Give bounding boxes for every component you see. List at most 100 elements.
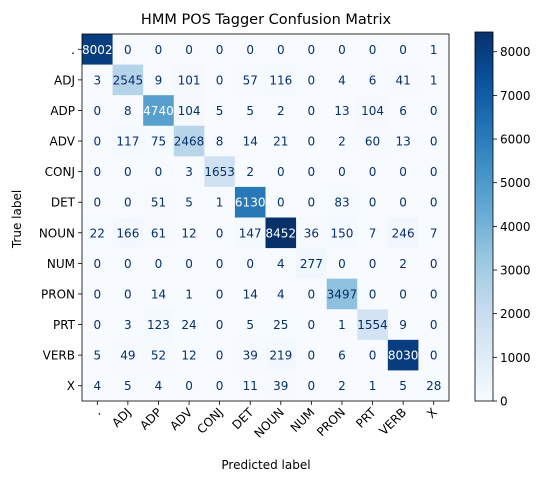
heatmap-cell xyxy=(387,339,419,371)
cell-value-label: 0 xyxy=(155,43,163,57)
heatmap-cell xyxy=(82,217,114,249)
heatmap-cell xyxy=(82,339,114,371)
cell-value-label: 0 xyxy=(430,257,438,271)
heatmap-cell xyxy=(82,370,114,402)
y-tick-label: CONJ xyxy=(45,165,75,179)
cell-value-label: 8 xyxy=(216,135,224,149)
cell-value-label: 0 xyxy=(124,196,132,210)
heatmap-cell xyxy=(265,248,297,280)
heatmap-cell xyxy=(173,248,205,280)
heatmap-cell xyxy=(265,64,297,96)
cell-value-label: 4 xyxy=(93,379,101,393)
cell-value-label: 8 xyxy=(124,104,132,118)
heatmap-cell xyxy=(234,34,266,66)
heatmap-cell xyxy=(112,248,144,280)
heatmap-cell xyxy=(418,34,450,66)
heatmap-cell xyxy=(387,278,419,310)
cell-value-label: 0 xyxy=(430,104,438,118)
heatmap-cell xyxy=(387,217,419,249)
heatmap-cell xyxy=(143,64,175,96)
x-tick-label: NOUN xyxy=(251,405,286,440)
cell-value-label: 0 xyxy=(216,349,224,363)
cell-value-label: 0 xyxy=(338,165,346,179)
heatmap-cell xyxy=(387,309,419,341)
heatmap-cell xyxy=(326,156,358,188)
cell-value-label: 4740 xyxy=(143,104,174,118)
x-tick-label: ADJ xyxy=(109,405,134,430)
cell-value-label: 0 xyxy=(277,196,285,210)
heatmap-cell xyxy=(143,156,175,188)
cell-value-label: 4 xyxy=(155,379,163,393)
heatmap-cell xyxy=(387,64,419,96)
heatmap-cell xyxy=(173,370,205,402)
cell-value-label: 2468 xyxy=(174,135,205,149)
heatmap-cell xyxy=(296,278,328,310)
heatmap-cell xyxy=(326,370,358,402)
heatmap-cell xyxy=(143,125,175,157)
x-tick-label: . xyxy=(91,405,104,418)
heatmap-cell xyxy=(234,156,266,188)
colorbar-tick-label: 4000 xyxy=(500,220,531,234)
heatmap-cell xyxy=(296,34,328,66)
x-tick-label: CONJ xyxy=(194,405,225,436)
heatmap-cell xyxy=(173,339,205,371)
heatmap-cell xyxy=(204,95,236,127)
x-tick-label: DET xyxy=(229,405,256,432)
cell-value-label: 4 xyxy=(277,287,285,301)
cell-value-label: 12 xyxy=(181,349,196,363)
heatmap-cell xyxy=(387,95,419,127)
cell-value-label: 8002 xyxy=(82,43,113,57)
heatmap-cell xyxy=(357,217,389,249)
cell-value-label: 0 xyxy=(338,43,346,57)
heatmap-cell xyxy=(387,370,419,402)
heatmap-cell xyxy=(418,95,450,127)
heatmap-cell xyxy=(234,64,266,96)
cell-value-label: 13 xyxy=(395,135,410,149)
cell-value-label: 0 xyxy=(430,135,438,149)
cell-value-label: 3497 xyxy=(327,287,358,301)
heatmap-cell xyxy=(143,248,175,280)
cell-value-label: 5 xyxy=(185,196,193,210)
cell-value-label: 21 xyxy=(273,135,288,149)
heatmap-cell xyxy=(296,217,328,249)
heatmap-cell xyxy=(173,34,205,66)
heatmap-cell xyxy=(265,217,297,249)
cell-value-label: 2 xyxy=(246,165,254,179)
heatmap-cell xyxy=(296,64,328,96)
heatmap-cell xyxy=(387,248,419,280)
cell-value-label: 1 xyxy=(185,287,193,301)
cell-value-label: 0 xyxy=(93,257,101,271)
heatmap-cell xyxy=(418,217,450,249)
heatmap-cell xyxy=(296,248,328,280)
heatmap-cell xyxy=(326,309,358,341)
y-tick-label: NOUN xyxy=(39,226,75,240)
cell-value-label: 1554 xyxy=(357,318,388,332)
heatmap-cell xyxy=(296,186,328,218)
cell-value-label: 0 xyxy=(399,43,407,57)
heatmap-cell xyxy=(357,156,389,188)
cell-value-label: 0 xyxy=(308,135,316,149)
cell-value-label: 0 xyxy=(124,43,132,57)
cell-value-label: 0 xyxy=(399,196,407,210)
cell-value-label: 0 xyxy=(185,257,193,271)
heatmap-cell xyxy=(112,34,144,66)
heatmap-cell xyxy=(265,186,297,218)
x-tick-label: PRON xyxy=(314,405,348,439)
heatmap-cell xyxy=(143,278,175,310)
heatmap-cell xyxy=(82,278,114,310)
heatmap-cell xyxy=(82,95,114,127)
cell-value-label: 9 xyxy=(399,318,407,332)
heatmap-cell xyxy=(112,95,144,127)
cell-value-label: 150 xyxy=(331,226,354,240)
y-axis-ticks: . ADJ ADP ADV CONJ DET NOUN NUM PRON PRT VERB X xyxy=(39,43,82,393)
heatmap-cell xyxy=(204,186,236,218)
heatmap-cell xyxy=(173,64,205,96)
cell-value-label: 0 xyxy=(216,287,224,301)
cell-value-label: 4 xyxy=(277,257,285,271)
cell-value-label: 5 xyxy=(399,379,407,393)
heatmap-cell xyxy=(234,278,266,310)
heatmap-cell xyxy=(143,217,175,249)
cell-value-label: 2 xyxy=(277,104,285,118)
heatmap-cell xyxy=(418,248,450,280)
